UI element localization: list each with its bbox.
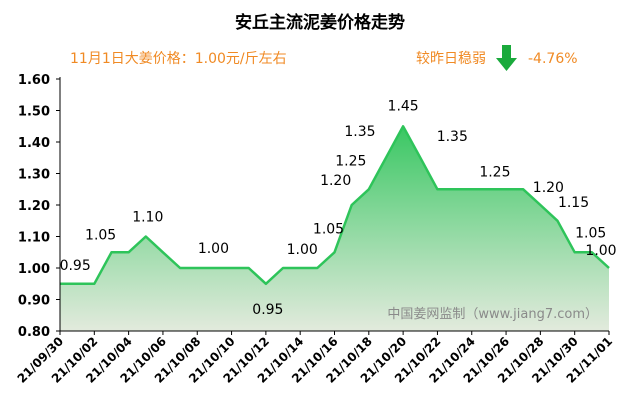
y-tick-label: 1.10: [18, 231, 50, 246]
data-label: 1.00: [198, 241, 229, 257]
data-label: 1.25: [479, 164, 510, 180]
data-label: 1.00: [287, 242, 318, 258]
y-tick-label: 1.20: [18, 199, 50, 214]
data-label: 1.05: [85, 227, 116, 243]
series-line: [60, 125, 610, 286]
data-label: 0.95: [252, 302, 283, 318]
watermark: 中国姜网监制（www.jiang7.com）: [387, 307, 598, 322]
chart-subtitle-change: -4.76%: [528, 51, 578, 67]
data-label: 1.35: [344, 124, 375, 140]
y-tick-label: 1.50: [18, 105, 50, 120]
y-tick-label: 1.00: [18, 262, 50, 277]
y-tick-label: 1.60: [18, 73, 50, 88]
y-tick-label: 1.40: [18, 136, 50, 151]
data-label: 1.05: [575, 225, 606, 241]
data-label: 1.15: [558, 195, 589, 211]
data-label: 1.35: [437, 129, 468, 145]
chart-subtitle-price: 11月1日大姜价格：1.00元/斤左右: [70, 51, 287, 67]
data-label: 1.10: [132, 210, 163, 226]
y-tick-label: 0.80: [18, 325, 50, 340]
data-labels: 0.95 1.05 1.10 1.00 0.95 1.00 1.05 1.20 1.25 1.35…: [60, 98, 617, 318]
data-label: 1.20: [320, 173, 351, 189]
data-label: 0.95: [60, 258, 91, 274]
data-label: 1.20: [533, 180, 564, 196]
y-axis-ticks: 0.80 0.90 1.00 1.10 1.20 1.30 1.40 1.50 1.60: [18, 73, 60, 340]
y-tick-label: 0.90: [18, 294, 50, 309]
data-label: 1.05: [313, 221, 344, 237]
chart-subtitle-trend: 较昨日稳弱: [416, 51, 486, 67]
series-area: [60, 126, 609, 331]
data-label: 1.00: [585, 243, 616, 259]
data-label: 1.25: [335, 153, 366, 169]
y-tick-label: 1.30: [18, 168, 50, 183]
plot-area: 0.80 0.90 1.00 1.10 1.20 1.30 1.40 1.50 1.60 21/…: [15, 73, 617, 386]
data-label: 1.45: [388, 98, 419, 114]
down-arrow-icon: [496, 45, 517, 71]
chart-title: 安丘主流泥姜价格走势: [235, 12, 405, 33]
x-axis-ticks: 21/09/3021/10/0221/10/0421/10/0621/10/08…: [15, 331, 615, 386]
